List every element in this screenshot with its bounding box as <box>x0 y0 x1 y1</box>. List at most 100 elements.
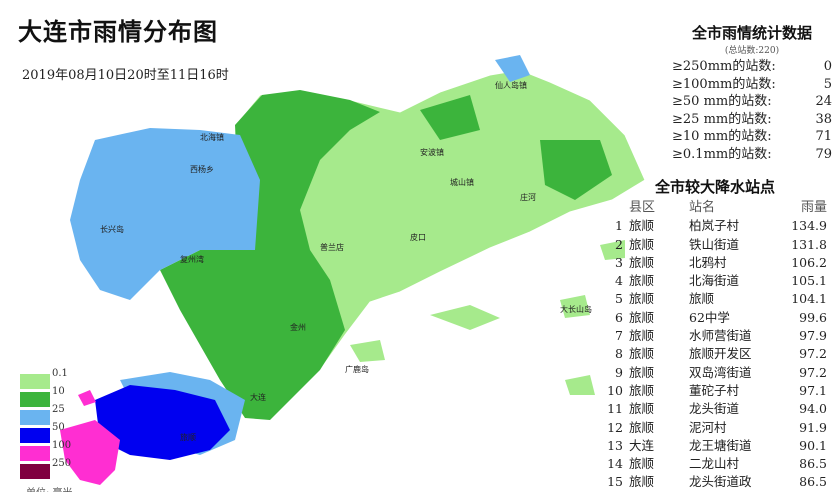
legend-item: 100 <box>20 440 73 462</box>
place-label: 普兰店 <box>320 242 344 252</box>
district: 旅顺 <box>629 254 655 270</box>
table-row: 3 旅顺 北鸦村 106.2 <box>603 254 828 272</box>
legend-unit: 单位: 毫米 <box>26 484 73 492</box>
stats-row: ≥10 mm的站数: 71 <box>672 128 832 146</box>
district: 旅顺 <box>629 474 655 490</box>
region-50-100mm <box>95 385 230 460</box>
station: 泥河村 <box>689 419 727 435</box>
rainfall: 86.5 <box>799 474 827 490</box>
stats-label: ≥250mm的站数: <box>672 59 776 74</box>
rainfall: 97.2 <box>799 364 827 380</box>
legend-label: 100 <box>52 440 72 451</box>
district: 旅顺 <box>629 346 655 362</box>
legend-item: 250 <box>20 458 73 480</box>
top-stations-table: 全市较大降水站点 县区 站名 雨量 1 旅顺 柏岚子村 134.9 2 旅顺 铁山街道 131… <box>603 176 828 492</box>
legend-label: 10 <box>52 386 65 397</box>
rainfall: 104.1 <box>791 291 827 307</box>
table-row: 6 旅顺 62中学 99.6 <box>603 309 828 327</box>
place-label: 广鹿岛 <box>345 364 369 374</box>
district: 旅顺 <box>629 456 655 472</box>
table-row: 4 旅顺 北海街道 105.1 <box>603 272 828 290</box>
legend-label: 0.1 <box>52 368 68 379</box>
region-10-25mm-east <box>540 140 612 200</box>
table-row: 8 旅顺 旅顺开发区 97.2 <box>603 345 828 363</box>
stats-row: ≥0.1mm的站数: 79 <box>672 146 832 164</box>
district: 旅顺 <box>629 328 655 344</box>
region-100-250mm <box>60 420 120 485</box>
district: 大连 <box>629 437 655 453</box>
district: 旅顺 <box>629 273 655 289</box>
table-row: 13 大连 龙王塘街道 90.1 <box>603 437 828 455</box>
date-range: 2019年08月10日20时至11日16时 <box>22 68 229 83</box>
legend-swatch <box>20 428 50 443</box>
rainfall: 105.1 <box>791 273 827 289</box>
map-title: 大连市雨情分布图 <box>18 18 218 46</box>
stats-value: 0 <box>823 59 832 74</box>
rank: 14 <box>607 456 623 472</box>
rainfall: 97.2 <box>799 346 827 362</box>
stats-label: ≥25 mm的站数: <box>672 111 772 127</box>
place-label: 旅顺 <box>180 432 196 442</box>
legend-swatch <box>20 446 50 461</box>
stats-total: (总站数:220) <box>724 46 780 56</box>
rainfall: 97.1 <box>799 382 827 398</box>
legend-item: 25 <box>20 404 73 426</box>
station: 铁山街道 <box>689 236 740 252</box>
stats-row: ≥250mm的站数: 0 <box>672 58 832 76</box>
table-row: 12 旅顺 泥河村 91.9 <box>603 419 828 437</box>
place-label: 大连 <box>250 392 266 402</box>
island <box>565 375 595 395</box>
district: 旅顺 <box>629 236 655 252</box>
rank: 6 <box>615 309 623 325</box>
legend-item: 0.1 <box>20 368 73 390</box>
rank: 11 <box>607 401 623 417</box>
rank: 10 <box>607 382 623 398</box>
region-25-50mm <box>70 128 260 300</box>
table-row: 5 旅顺 旅顺 104.1 <box>603 290 828 308</box>
rank: 13 <box>607 437 623 453</box>
table-header: 县区 站名 雨量 <box>603 199 828 217</box>
region-25-50mm-nw <box>495 55 530 82</box>
station: 龙王塘街道 <box>689 437 752 453</box>
district: 旅顺 <box>629 364 655 380</box>
table-row: 1 旅顺 柏岚子村 134.9 <box>603 217 828 235</box>
district: 旅顺 <box>629 291 655 307</box>
station: 龙头街道政 <box>689 474 752 490</box>
legend-item: 50 <box>20 422 73 444</box>
place-label: 庄河 <box>520 192 536 202</box>
table-row: 10 旅顺 董砣子村 97.1 <box>603 382 828 400</box>
rank: 3 <box>615 254 623 270</box>
place-label: 仙人岛镇 <box>495 80 527 90</box>
district: 旅顺 <box>629 401 655 417</box>
legend-swatch <box>20 374 50 389</box>
rank: 2 <box>615 236 623 252</box>
rank: 7 <box>615 328 623 344</box>
header-district: 县区 <box>629 200 656 215</box>
rainfall: 86.5 <box>799 456 827 472</box>
legend-label: 50 <box>52 422 65 433</box>
legend-swatch <box>20 464 50 479</box>
rank: 8 <box>615 346 623 362</box>
district: 旅顺 <box>629 309 655 325</box>
rainfall: 94.0 <box>799 401 827 417</box>
island <box>350 340 385 362</box>
region-10-25mm <box>160 90 380 420</box>
table-row: 11 旅顺 龙头街道 94.0 <box>603 400 828 418</box>
stats-label: ≥50 mm的站数: <box>672 94 772 109</box>
island <box>560 295 590 318</box>
table-row: 15 旅顺 龙头街道政 86.5 <box>603 473 828 491</box>
station: 董砣子村 <box>689 382 740 398</box>
station: 龙头街道 <box>689 401 740 417</box>
rainfall: 97.9 <box>799 328 827 344</box>
stats-label: ≥10 mm的站数: <box>672 129 772 144</box>
rain-stats-panel: 全市雨情统计数据 (总站数:220) ≥250mm的站数: 0 ≥100mm的站数:… <box>672 22 832 163</box>
legend: 0.1 10 25 50 100 250 单位: 毫米 <box>20 368 73 492</box>
table-row: 2 旅顺 铁山街道 131.8 <box>603 236 828 254</box>
district: 旅顺 <box>629 218 655 234</box>
rainfall: 90.1 <box>799 437 827 453</box>
place-label: 西杨乡 <box>190 164 214 174</box>
district: 旅顺 <box>629 382 655 398</box>
legend-swatch <box>20 392 50 407</box>
